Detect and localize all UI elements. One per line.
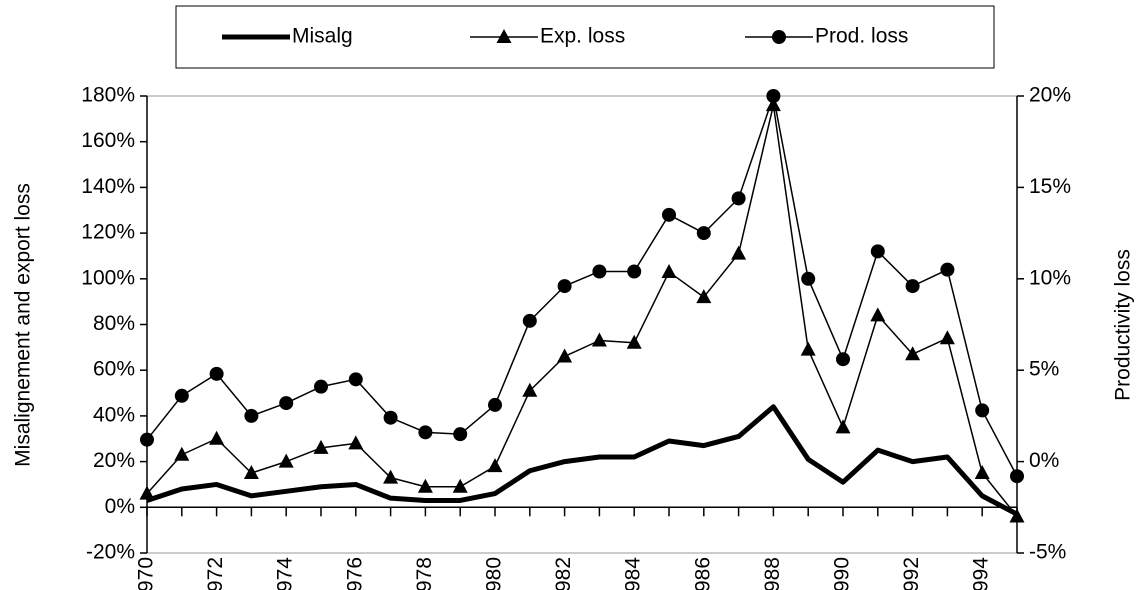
point (939, 330, 955, 345)
point (662, 207, 676, 222)
x-tick-label: 1980 (483, 557, 506, 590)
y-tick-label: 160% (81, 129, 135, 152)
y-tick-label: 80% (93, 312, 135, 335)
point (313, 439, 329, 454)
point (801, 271, 816, 286)
y2-tick-label: 15% (1029, 175, 1071, 198)
legend-label: Exp. loss (540, 25, 625, 48)
point (905, 279, 920, 294)
point (1010, 469, 1024, 484)
x-tick-label: 1978 (413, 557, 436, 590)
point (383, 469, 399, 484)
point (418, 425, 433, 440)
point (314, 379, 328, 394)
point (278, 453, 294, 468)
point (452, 478, 468, 493)
x-tick-label: 1992 (900, 557, 923, 590)
y-axis-title: Misalignement and export loss (12, 183, 35, 467)
point (174, 446, 190, 461)
point (522, 382, 538, 397)
point (591, 332, 607, 347)
y-tick-label: -20% (86, 541, 135, 564)
point (835, 419, 851, 434)
point (244, 408, 259, 423)
y2-tick-label: 5% (1029, 358, 1059, 381)
point (1009, 508, 1025, 523)
point (488, 397, 502, 412)
x-tick-label: 1984 (622, 557, 645, 590)
x-tick-label: 1982 (552, 557, 575, 590)
point (870, 307, 886, 322)
y2-tick-label: -5% (1029, 541, 1066, 564)
point (800, 341, 816, 356)
y-tick-label: 140% (81, 175, 135, 198)
point (836, 352, 850, 367)
y-tick-label: 20% (93, 449, 135, 472)
point (522, 313, 537, 328)
y-tick-label: 180% (81, 84, 135, 107)
series-line (146, 404, 1019, 517)
legend-box (175, 5, 995, 69)
point (661, 263, 677, 278)
series-line (146, 95, 1018, 477)
point (627, 264, 642, 279)
point (766, 89, 781, 103)
y2-tick-label: 0% (1029, 449, 1059, 472)
point (557, 279, 572, 294)
point (557, 348, 573, 363)
point (940, 262, 955, 277)
point (870, 244, 885, 259)
point (243, 465, 259, 480)
point (975, 403, 990, 418)
point (696, 226, 711, 241)
point (417, 478, 433, 493)
y-tick-label: 0% (105, 495, 135, 518)
x-tick-label: 1990 (831, 557, 854, 590)
series-line (146, 104, 1018, 517)
y2-axis-title: Productivity loss (1112, 249, 1135, 401)
x-tick-label: 1970 (135, 557, 158, 590)
point (383, 410, 398, 425)
y-tick-label: 100% (81, 266, 135, 289)
point (209, 430, 225, 445)
x-tick-label: 1986 (691, 557, 714, 590)
point (731, 191, 746, 206)
point (140, 432, 154, 447)
point (974, 465, 990, 480)
y-tick-label: 60% (93, 358, 135, 381)
point (348, 372, 363, 387)
point (592, 264, 607, 279)
point (696, 289, 712, 304)
point (348, 435, 364, 450)
point (174, 388, 189, 403)
y2-tick-label: 10% (1029, 266, 1071, 289)
point (487, 458, 503, 473)
legend-label: Prod. loss (815, 25, 908, 48)
point (279, 396, 294, 411)
point (453, 427, 468, 442)
x-tick-label: 1988 (761, 557, 784, 590)
legend-marker (772, 30, 786, 44)
y2-tick-label: 20% (1029, 84, 1071, 107)
y-tick-label: 40% (93, 403, 135, 426)
x-tick-label: 1974 (274, 557, 297, 590)
point (139, 485, 155, 500)
legend-marker (496, 29, 512, 43)
point (905, 346, 921, 361)
point (626, 334, 642, 349)
x-tick-label: 1976 (343, 557, 366, 590)
point (209, 366, 224, 381)
point (731, 245, 747, 260)
x-tick-label: 1972 (204, 557, 227, 590)
x-tick-label: 1994 (970, 557, 993, 590)
legend-label: Misalg (292, 25, 353, 48)
y-tick-label: 120% (81, 221, 135, 244)
